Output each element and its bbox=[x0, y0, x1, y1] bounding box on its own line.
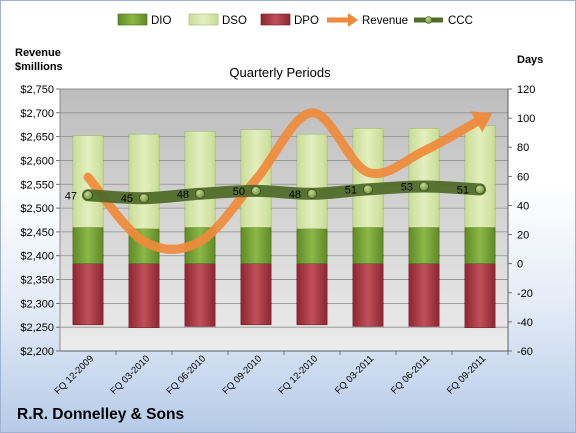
x-tick-label: FQ 09-2010 bbox=[220, 353, 264, 397]
ccc-data-label: 45 bbox=[121, 193, 133, 205]
ccc-point bbox=[139, 193, 149, 204]
legend-label-revenue: Revenue bbox=[362, 15, 408, 27]
y-right-axis: -60 -40 -20 0 20 40 60 80 100 120 bbox=[507, 84, 535, 358]
y-left-tick-label: $2,700 bbox=[20, 108, 54, 120]
ccc-data-label: 53 bbox=[401, 182, 413, 194]
y-left-label-line1: Revenue bbox=[15, 47, 61, 59]
bar-dpo bbox=[408, 263, 440, 327]
ccc-data-label: 48 bbox=[289, 189, 301, 201]
y-right-tick-label: 120 bbox=[517, 84, 535, 96]
y-left-tick-label: $2,450 bbox=[20, 227, 54, 239]
bar-dio bbox=[296, 228, 328, 264]
y-right-label: Days bbox=[517, 54, 543, 66]
y-left-tick-label: $2,550 bbox=[20, 179, 54, 191]
y-right-tick-label: 20 bbox=[517, 230, 529, 242]
legend-label-dso: DSO bbox=[222, 15, 247, 27]
x-tick-label: FQ 06-2011 bbox=[389, 353, 432, 396]
legend-label-ccc: CCC bbox=[448, 15, 473, 27]
y-right-tick-label: -20 bbox=[517, 288, 533, 300]
y-left-tick-label: $2,750 bbox=[20, 84, 54, 96]
legend-label-dpo: DPO bbox=[294, 15, 319, 27]
x-tick-label: FQ 06-2010 bbox=[164, 353, 208, 397]
bar-dio bbox=[72, 226, 104, 264]
legend-item-dio: DIO bbox=[117, 13, 172, 27]
plot-area bbox=[59, 88, 509, 352]
y-left-label-line2: $millions bbox=[15, 61, 63, 73]
ccc-point bbox=[251, 185, 261, 196]
legend-item-revenue: Revenue bbox=[327, 13, 408, 27]
bar-dso bbox=[184, 130, 216, 228]
y-left-tick-label: $2,300 bbox=[20, 298, 54, 310]
ccc-point bbox=[363, 184, 373, 195]
ccc-layer: 47 45 48 50 48 51 53 51 bbox=[65, 180, 486, 205]
y-right-tick-label: 80 bbox=[517, 142, 529, 154]
legend-swatch-dso bbox=[188, 13, 219, 26]
bar-dio bbox=[408, 226, 440, 264]
ccc-point bbox=[195, 188, 205, 199]
y-right-tick-label: 60 bbox=[517, 171, 529, 183]
x-tick-label: FQ 12-2009 bbox=[52, 353, 96, 397]
y-right-tick-label: 100 bbox=[517, 113, 535, 125]
bar-dio bbox=[352, 226, 384, 264]
ccc-data-label: 48 bbox=[177, 189, 189, 201]
legend-item-dpo: DPO bbox=[260, 13, 319, 27]
bar-dpo bbox=[184, 263, 216, 327]
bar-dso bbox=[72, 135, 104, 228]
y-left-axis: $2,200 $2,250 $2,300 $2,350 $2,400 $2,450 $2,5… bbox=[20, 84, 60, 358]
legend-swatch-dio bbox=[117, 13, 148, 26]
ccc-data-label: 51 bbox=[457, 184, 469, 196]
legend-swatch-dpo bbox=[260, 13, 291, 26]
bar-dpo bbox=[72, 263, 104, 326]
ccc-point bbox=[307, 188, 317, 199]
y-right-tick-label: 40 bbox=[517, 200, 529, 212]
bar-dpo bbox=[240, 263, 272, 326]
legend-item-ccc: CCC bbox=[414, 15, 473, 27]
legend: DIO DSO DPO Revenue CCC bbox=[117, 13, 473, 27]
y-left-tick-label: $2,500 bbox=[20, 203, 54, 215]
chart-title: Quarterly Periods bbox=[229, 65, 331, 80]
company-name: R.R. Donnelley & Sons bbox=[17, 406, 184, 423]
x-tick-label: FQ 09-2011 bbox=[445, 353, 488, 396]
y-right-tick-label: -40 bbox=[517, 317, 533, 329]
bar-dpo bbox=[128, 263, 160, 329]
bar-dpo bbox=[296, 263, 328, 326]
revenue-layer bbox=[83, 108, 493, 254]
y-right-tick-label: 0 bbox=[517, 259, 523, 271]
revenue-arrowhead bbox=[470, 111, 493, 133]
x-axis: FQ 12-2009 FQ 03-2010 FQ 06-2010 FQ 09-2010… bbox=[52, 350, 509, 397]
bars bbox=[72, 125, 496, 329]
bar-dio bbox=[240, 226, 272, 264]
y-left-tick-label: $2,650 bbox=[20, 132, 54, 144]
ccc-data-label: 51 bbox=[345, 184, 357, 196]
ccc-point bbox=[475, 184, 485, 195]
x-tick-label: FQ 03-2010 bbox=[108, 353, 152, 397]
legend-label-dio: DIO bbox=[151, 15, 172, 27]
y-right-tick-label: -60 bbox=[517, 346, 533, 358]
bar-dio bbox=[464, 226, 496, 264]
legend-item-dso: DSO bbox=[188, 13, 247, 27]
y-left-tick-label: $2,200 bbox=[20, 346, 54, 358]
ccc-data-label: 47 bbox=[65, 190, 77, 202]
y-left-tick-label: $2,600 bbox=[20, 155, 54, 167]
bar-dso bbox=[464, 125, 496, 228]
ccc-point bbox=[83, 190, 93, 201]
legend-marker-ccc bbox=[424, 16, 433, 24]
y-left-tick-label: $2,400 bbox=[20, 251, 54, 263]
ccc-point bbox=[419, 181, 429, 192]
bar-dso bbox=[128, 133, 160, 230]
y-left-tick-label: $2,350 bbox=[20, 275, 54, 287]
x-tick-label: FQ 12-2010 bbox=[276, 353, 320, 397]
x-tick-label: FQ 03-2011 bbox=[333, 353, 376, 396]
legend-arrow-revenue bbox=[348, 13, 358, 27]
ccc-data-label: 50 bbox=[233, 186, 245, 198]
bar-dpo bbox=[352, 263, 384, 327]
revenue-line bbox=[83, 108, 481, 254]
bar-dso bbox=[296, 133, 328, 230]
bar-dpo bbox=[464, 263, 496, 329]
y-left-tick-label: $2,250 bbox=[20, 322, 54, 334]
